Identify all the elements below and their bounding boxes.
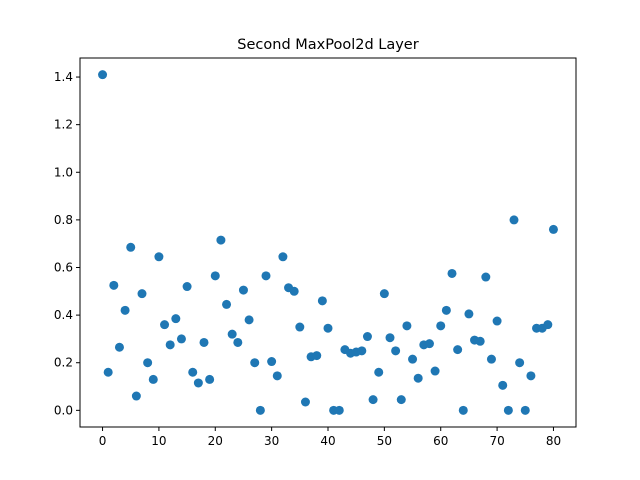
data-point <box>374 367 384 377</box>
x-tick-label: 40 <box>320 434 335 448</box>
data-point <box>114 342 124 352</box>
data-point <box>413 373 423 383</box>
data-point <box>391 346 401 356</box>
data-point <box>526 371 536 381</box>
data-point <box>227 329 237 339</box>
data-point <box>250 358 260 368</box>
data-point <box>193 378 203 388</box>
data-point <box>424 339 434 349</box>
x-tick-label: 80 <box>546 434 561 448</box>
data-point <box>408 354 418 364</box>
data-point <box>548 224 558 234</box>
data-point <box>109 280 119 290</box>
data-point <box>238 285 248 295</box>
data-point <box>453 345 463 355</box>
data-point <box>458 405 468 415</box>
data-point <box>492 316 502 326</box>
data-point <box>379 289 389 299</box>
data-point <box>520 405 530 415</box>
data-point <box>486 354 496 364</box>
data-point <box>188 367 198 377</box>
data-point <box>210 271 220 281</box>
data-point <box>255 405 265 415</box>
data-point <box>148 374 158 384</box>
y-tick-label: 1.0 <box>54 165 73 179</box>
x-tick-label: 30 <box>264 434 279 448</box>
data-point <box>216 235 226 245</box>
data-point <box>103 367 113 377</box>
data-point <box>289 286 299 296</box>
data-point <box>160 320 170 330</box>
data-point <box>278 252 288 262</box>
data-point <box>244 315 254 325</box>
data-point <box>503 405 513 415</box>
data-point <box>475 336 485 346</box>
x-tick-label: 50 <box>377 434 392 448</box>
y-tick-label: 0.8 <box>54 213 73 227</box>
data-point <box>368 395 378 405</box>
data-point <box>182 282 192 292</box>
data-point <box>543 320 553 330</box>
data-point <box>131 391 141 401</box>
y-tick-label: 0.6 <box>54 260 73 274</box>
y-tick-label: 0.4 <box>54 308 73 322</box>
y-tick-label: 1.4 <box>54 70 73 84</box>
data-point <box>261 271 271 281</box>
data-point <box>436 321 446 331</box>
data-point <box>396 395 406 405</box>
x-tick-label: 10 <box>151 434 166 448</box>
data-point <box>98 70 108 80</box>
data-point <box>323 323 333 333</box>
data-point <box>385 333 395 343</box>
data-points <box>98 70 558 415</box>
data-point <box>137 289 147 299</box>
data-point <box>362 332 372 342</box>
data-point <box>126 242 136 252</box>
data-point <box>205 374 215 384</box>
data-point <box>171 314 181 324</box>
data-point <box>334 405 344 415</box>
data-point <box>233 337 243 347</box>
y-tick-label: 0.0 <box>54 403 73 417</box>
chart-title: Second MaxPool2d Layer <box>237 37 418 53</box>
data-point <box>430 366 440 376</box>
data-point <box>154 252 164 262</box>
data-point <box>509 215 519 225</box>
x-tick-label: 0 <box>99 434 107 448</box>
data-point <box>300 397 310 407</box>
x-tick-label: 20 <box>208 434 223 448</box>
data-point <box>447 268 457 278</box>
data-point <box>199 337 209 347</box>
data-point <box>222 299 232 309</box>
data-point <box>464 309 474 319</box>
data-point <box>498 380 508 390</box>
x-tick-label: 70 <box>489 434 504 448</box>
data-point <box>317 296 327 306</box>
data-point <box>515 358 525 368</box>
data-point <box>272 371 282 381</box>
x-tick-label: 60 <box>433 434 448 448</box>
data-point <box>312 351 322 361</box>
data-point <box>120 305 130 315</box>
data-point <box>441 305 451 315</box>
data-point <box>143 358 153 368</box>
plot-frame <box>79 57 577 428</box>
data-point <box>176 334 186 344</box>
data-point <box>481 272 491 282</box>
y-tick-label: 1.2 <box>54 118 73 132</box>
y-axis: 0.0 0.2 0.4 0.6 0.8 1.0 1.2 1.4 <box>54 70 80 417</box>
data-point <box>402 321 412 331</box>
y-tick-label: 0.2 <box>54 356 73 370</box>
x-axis: 0 10 20 30 40 50 60 70 80 <box>99 427 561 448</box>
data-point <box>267 357 277 367</box>
data-point <box>357 346 367 356</box>
data-point <box>165 340 175 350</box>
data-point <box>295 322 305 332</box>
